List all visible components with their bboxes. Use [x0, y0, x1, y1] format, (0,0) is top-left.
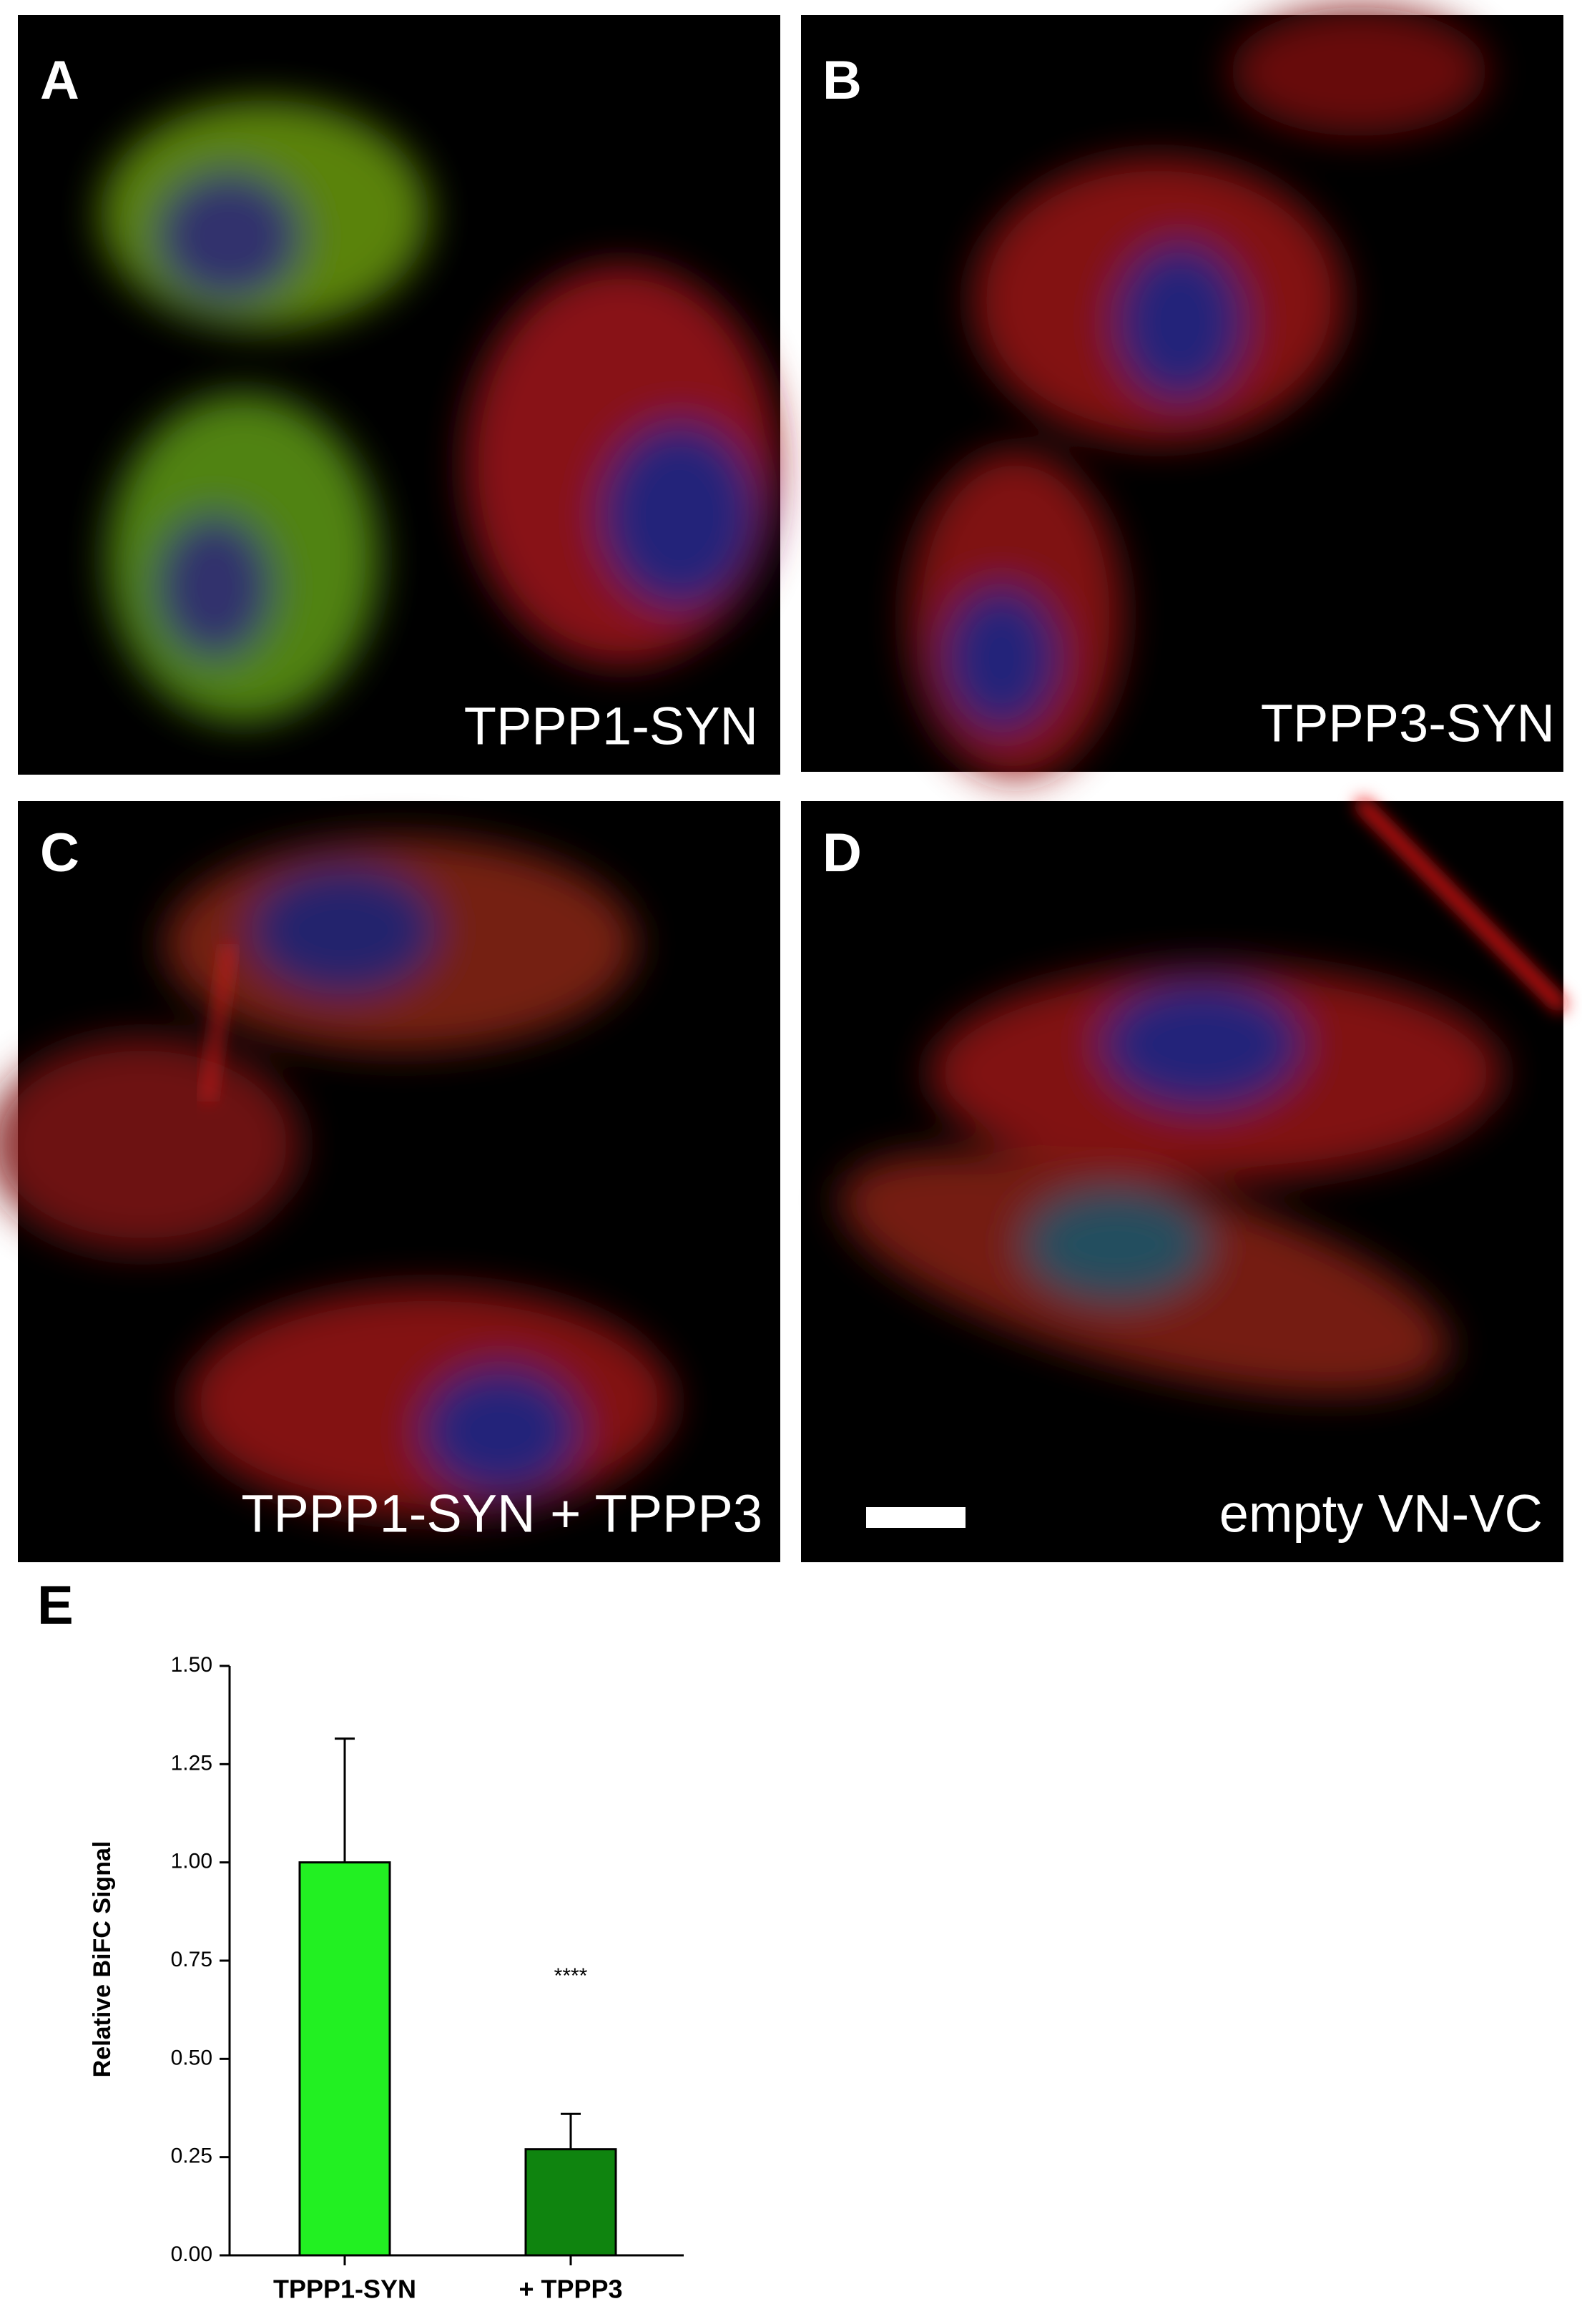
micrograph-a [18, 15, 780, 775]
bar [298, 1861, 391, 2257]
y-tick-label: 1.25 [171, 1751, 212, 1775]
error-bar [561, 2112, 581, 2149]
y-tick-label: 0.50 [171, 2046, 212, 2069]
panel-letter: B [822, 50, 862, 111]
panel-letter: A [40, 50, 79, 111]
y-tick-label: 0.75 [171, 1948, 212, 1971]
y-tick-label: 0.00 [171, 2242, 212, 2266]
bar [524, 2148, 617, 2257]
y-tick-label: 0.25 [171, 2144, 212, 2168]
panel-letter: E [37, 1575, 74, 1636]
x-tick-label: + TPPP3 [519, 2275, 622, 2304]
x-tick-label: TPPP1-SYN [273, 2275, 416, 2304]
panel-letter: C [40, 823, 79, 883]
panel-caption: TPPP1-SYN + TPPP3 [241, 1484, 762, 1544]
y-tick-label: 1.50 [171, 1653, 212, 1677]
panel-caption: empty VN-VC [1219, 1484, 1543, 1544]
panel-caption: TPPP1-SYN [464, 697, 758, 756]
panel-caption: TPPP3-SYN [1261, 694, 1555, 753]
error-bar [335, 1737, 355, 1863]
micrograph-b [801, 7, 1563, 780]
significance-label: **** [554, 1964, 588, 1988]
micrograph-c [0, 801, 780, 1562]
micrograph-d [801, 796, 1568, 1562]
y-tick-label: 1.00 [171, 1850, 212, 1873]
scale-bar [866, 1507, 966, 1528]
y-axis-title: Relative BiFC Signal [89, 1841, 116, 2078]
panel-letter: D [822, 823, 862, 883]
